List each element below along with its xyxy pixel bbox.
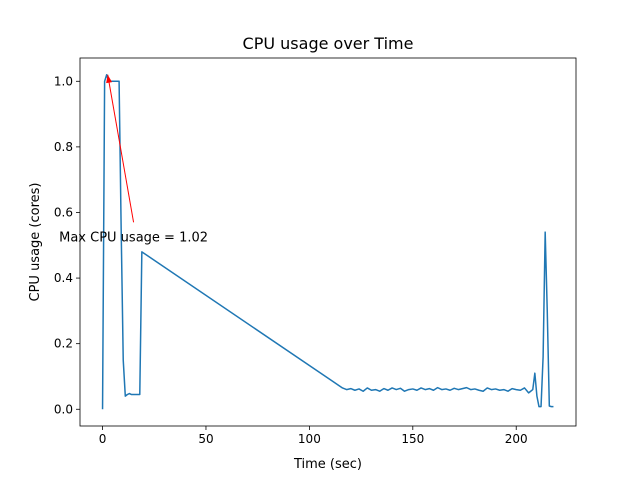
x-tick-label: 100 [298, 432, 321, 446]
x-tick-label: 0 [99, 432, 107, 446]
y-tick-label: 0.8 [54, 140, 73, 154]
annotation-arrow-line [107, 74, 135, 223]
y-tick-label: 0.2 [54, 337, 73, 351]
plot-frame [79, 57, 577, 427]
series-line [101, 73, 554, 410]
chart-title: CPU usage over Time [243, 34, 414, 53]
y-axis-label: CPU usage (cores) [28, 183, 43, 302]
x-tick-label: 200 [505, 432, 528, 446]
data-layer [101, 73, 554, 410]
y-axis-ticks: 0.0 0.2 0.4 0.6 0.8 1.0 [54, 74, 80, 416]
x-tick-label: 50 [198, 432, 213, 446]
x-axis-ticks: 0 50 100 150 200 [99, 426, 528, 446]
y-tick-label: 0.4 [54, 271, 73, 285]
annotation-arrow-head [106, 74, 113, 84]
y-tick-label: 0.6 [54, 205, 73, 219]
annotation-layer: Max CPU usage = 1.02 [59, 74, 208, 245]
plot-area [80, 58, 576, 426]
annotation-label: Max CPU usage = 1.02 [59, 230, 208, 245]
x-tick-label: 150 [401, 432, 424, 446]
y-tick-label: 1.0 [54, 74, 73, 88]
x-axis-label: Time (sec) [293, 457, 362, 472]
y-tick-label: 0.0 [54, 402, 73, 416]
